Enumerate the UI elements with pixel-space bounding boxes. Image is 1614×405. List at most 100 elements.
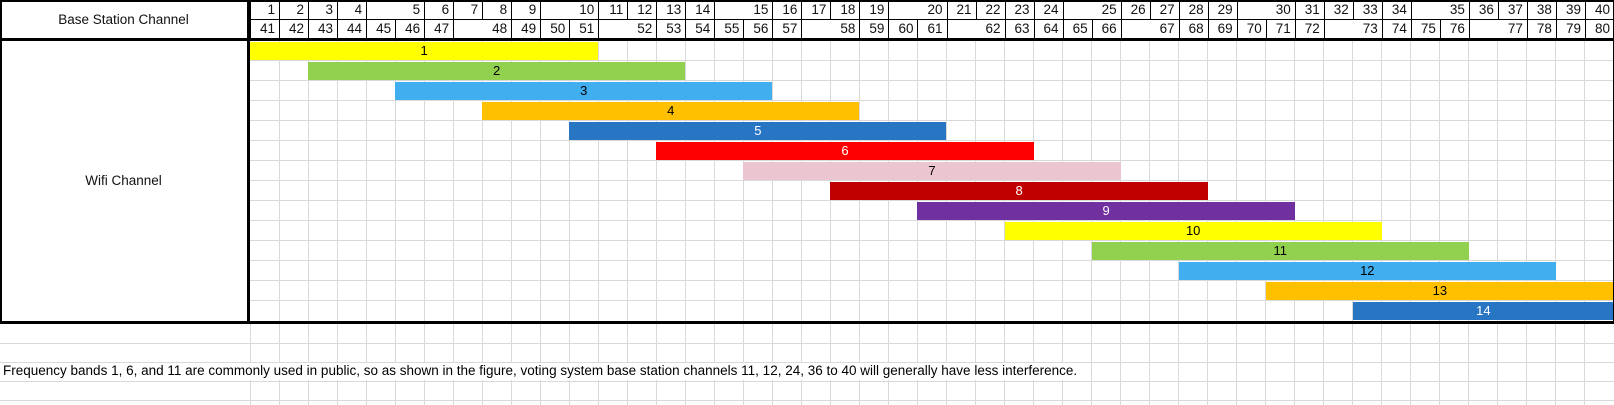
base-channel-cell-24: 24: [1033, 0, 1063, 19]
grid-line-horizontal: [250, 60, 1614, 61]
base-channel-cell-29: 29: [1207, 0, 1237, 19]
wifi-channel-bar-1: 1: [250, 42, 599, 60]
base-channel-cell-9: 9: [511, 0, 540, 19]
base-channel-cell-44: 44: [337, 19, 366, 38]
base-channel-cell-13: 13: [656, 0, 685, 19]
wifi-channel-bar-2: 2: [308, 62, 686, 80]
base-channel-cell-4: 4: [337, 0, 366, 19]
base-channel-cell-3: 3: [308, 0, 337, 19]
base-channel-cell-79: 79: [1555, 19, 1585, 38]
base-channel-cell-39: 39: [1555, 0, 1585, 19]
base-channel-cell-21: 21: [946, 0, 976, 19]
grid-line-vertical: [1265, 323, 1267, 405]
base-channel-cell-58: 58: [801, 19, 859, 38]
grid-line-horizontal: [250, 220, 1614, 221]
base-channel-cell-33: 33: [1352, 0, 1382, 19]
grid-line-horizontal: [250, 200, 1614, 201]
base-channel-cell-53: 53: [656, 19, 685, 38]
table-top-border: [0, 0, 1614, 2]
base-channel-cell-72: 72: [1294, 19, 1324, 38]
wifi-channel-bar-10: 10: [1004, 222, 1382, 240]
base-channel-cell-64: 64: [1033, 19, 1063, 38]
base-channel-cell-46: 46: [395, 19, 424, 38]
grid-line-vertical: [1555, 323, 1557, 405]
base-channel-cell-2: 2: [279, 0, 308, 19]
base-channel-cell-57: 57: [772, 19, 801, 38]
grid-line-vertical: [1468, 323, 1470, 405]
grid-line-horizontal: [0, 399, 1614, 401]
grid-line-vertical: [1120, 323, 1122, 405]
base-channel-cell-8: 8: [482, 0, 511, 19]
base-channel-cell-63: 63: [1004, 19, 1034, 38]
grid-line-horizontal: [250, 300, 1614, 301]
grid-line-horizontal: [250, 280, 1614, 281]
grid-line-horizontal: [0, 380, 1614, 382]
wifi-channel-bar-6: 6: [656, 142, 1034, 160]
grid-line-horizontal: [250, 140, 1614, 141]
grid-line-horizontal: [250, 240, 1614, 241]
header-row-divider: [250, 18, 1614, 20]
base-channel-cell-43: 43: [308, 19, 337, 38]
base-channel-cell-78: 78: [1526, 19, 1556, 38]
wifi-channel-bar-9: 9: [917, 202, 1295, 220]
grid-line-horizontal: [0, 342, 1614, 344]
grid-line-horizontal: [250, 260, 1614, 261]
grid-line-horizontal: [250, 120, 1614, 121]
base-channel-cell-38: 38: [1526, 0, 1556, 19]
wifi-channel-bar-3: 3: [395, 82, 773, 100]
base-channel-cell-31: 31: [1294, 0, 1324, 19]
base-channel-cell-41: 41: [250, 19, 279, 38]
base-channel-cell-77: 77: [1468, 19, 1527, 38]
base-channel-cell-66: 66: [1091, 19, 1121, 38]
wifi-channel-label: Wifi Channel: [0, 40, 247, 320]
base-channel-cell-14: 14: [685, 0, 714, 19]
base-channel-cell-47: 47: [424, 19, 453, 38]
grid-line-vertical: [1323, 323, 1325, 405]
grid-line-vertical: [1091, 323, 1093, 405]
base-channel-cell-49: 49: [511, 19, 540, 38]
grid-line-vertical: [1584, 323, 1586, 405]
base-channel-cell-61: 61: [917, 19, 946, 38]
base-channel-cell-80: 80: [1584, 19, 1614, 38]
base-channel-cell-42: 42: [279, 19, 308, 38]
base-channel-cell-69: 69: [1207, 19, 1237, 38]
wifi-channel-bar-7: 7: [743, 162, 1121, 180]
base-channel-cell-18: 18: [830, 0, 859, 19]
header-bottom-border: [0, 38, 1614, 41]
grid-line-horizontal: [250, 80, 1614, 81]
base-channel-cell-34: 34: [1381, 0, 1411, 19]
grid-line-vertical: [1526, 323, 1528, 405]
base-channel-cell-5: 5: [366, 0, 424, 19]
grid-line-horizontal: [250, 160, 1614, 161]
grid-line-vertical: [1410, 323, 1412, 405]
base-channel-cell-54: 54: [685, 19, 714, 38]
base-channel-cell-68: 68: [1178, 19, 1208, 38]
table-bottom-border: [0, 320, 1614, 324]
base-channel-cell-48: 48: [453, 19, 511, 38]
base-channel-cell-11: 11: [598, 0, 627, 19]
base-channel-cell-26: 26: [1120, 0, 1150, 19]
base-channel-cell-75: 75: [1410, 19, 1440, 38]
base-channel-cell-28: 28: [1178, 0, 1208, 19]
grid-line-vertical: [1149, 323, 1151, 405]
base-channel-cell-15: 15: [714, 0, 772, 19]
base-channel-cell-70: 70: [1236, 19, 1266, 38]
base-channel-cell-25: 25: [1062, 0, 1121, 19]
base-channel-cell-51: 51: [569, 19, 598, 38]
grid-line-vertical: [1178, 323, 1180, 405]
base-station-channel-label: Base Station Channel: [0, 0, 247, 38]
base-channel-cell-32: 32: [1323, 0, 1353, 19]
base-channel-cell-35: 35: [1410, 0, 1469, 19]
base-channel-cell-19: 19: [859, 0, 888, 19]
grid-line-horizontal: [0, 361, 1614, 363]
base-channel-cell-71: 71: [1265, 19, 1295, 38]
grid-line-vertical: [1497, 323, 1499, 405]
base-channel-cell-59: 59: [859, 19, 888, 38]
grid-line-vertical: [1207, 323, 1209, 405]
grid-line-vertical: [1439, 323, 1441, 405]
base-channel-cell-74: 74: [1381, 19, 1411, 38]
table-right-border: [1612, 0, 1614, 321]
grid-line-vertical: [1381, 323, 1383, 405]
base-channel-cell-52: 52: [598, 19, 656, 38]
